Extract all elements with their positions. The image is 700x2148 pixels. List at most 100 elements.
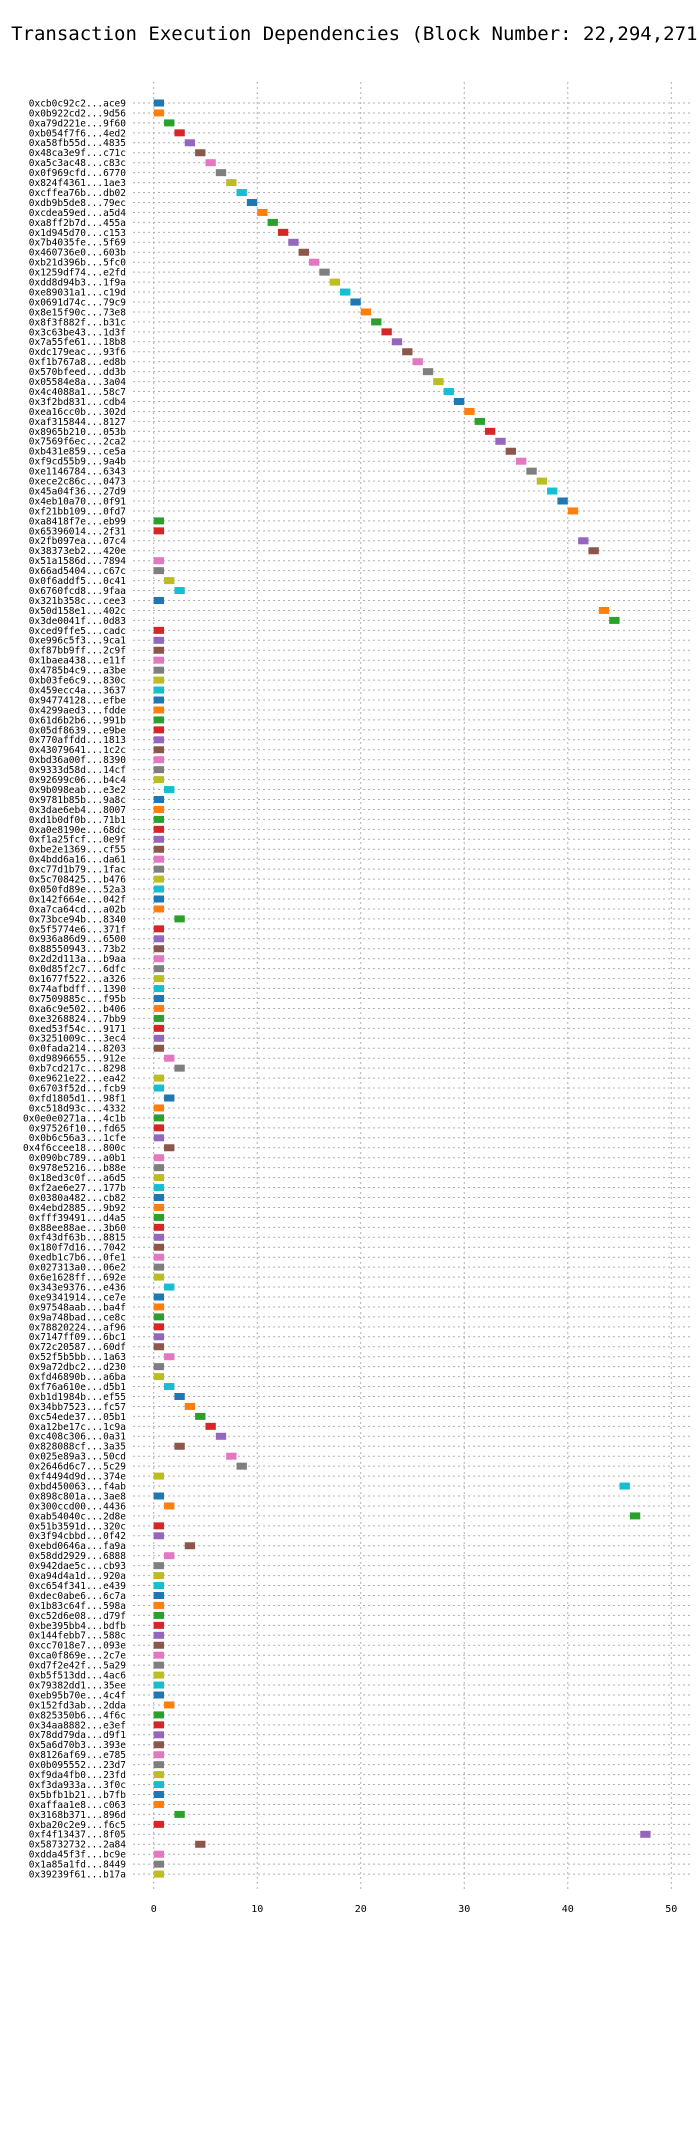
tx-hash-label: 0xedb1c7b6...0fe1 [29, 1253, 127, 1264]
dependency-bar [371, 318, 382, 326]
dependency-bar [640, 1830, 651, 1838]
dependency-bar [153, 746, 165, 754]
tx-hash-label: 0xf43df63b...8815 [29, 1233, 126, 1244]
tx-hash-label: 0x9a72dbc2...d230 [29, 1362, 127, 1373]
tx-hash-label: 0x1baea438...e11f [29, 656, 126, 667]
tx-hash-label: 0x43079641...1c2c [29, 745, 126, 756]
tx-hash-label: 0x343e9376...e436 [29, 1282, 127, 1293]
dependency-bar [153, 1651, 165, 1659]
dependency-bar [598, 606, 610, 614]
tx-hash-label: 0x152fd3ab...2dda [29, 1700, 126, 1711]
tx-hash-label: 0xf9cd55b9...9a4b [29, 457, 127, 468]
dependency-bar [153, 109, 165, 117]
tx-hash-label: 0x1259df74...e2fd [29, 268, 126, 279]
dependency-bar [629, 1512, 641, 1520]
tx-hash-label: 0xece2c86c...0473 [29, 477, 126, 488]
tx-hash-label: 0xed53f54c...9171 [29, 1024, 127, 1035]
tx-hash-label: 0x9b098eab...e3e2 [29, 785, 126, 796]
tx-hash-label: 0x0b922cd2...9d56 [29, 108, 127, 119]
dependency-bar [153, 1691, 165, 1699]
tx-hash-label: 0xba20c2e9...f6c5 [29, 1820, 126, 1831]
tx-hash-label: 0x3de0041f...0d83 [29, 616, 126, 627]
tx-hash-label: 0x61d6b2b6...991b [29, 715, 127, 726]
dependency-bar [567, 507, 579, 515]
tx-hash-label: 0x898c801a...3ae8 [29, 1491, 127, 1502]
dependency-bar [153, 1213, 165, 1221]
dependency-bar [174, 1393, 185, 1400]
dependency-bar [164, 1701, 175, 1709]
dependency-bar [164, 1552, 175, 1560]
dependency-bar [215, 1432, 227, 1440]
tx-hash-label: 0xd1b0df0b...71b1 [29, 815, 127, 826]
dependency-bar [153, 1333, 165, 1341]
dependency-bar [153, 925, 165, 933]
tx-hash-label: 0xa0e8190e...68dc [29, 825, 126, 836]
dependency-bar [153, 1741, 165, 1749]
dependency-bar [153, 935, 165, 943]
tx-hash-label: 0x7509885c...f95b [29, 994, 127, 1005]
tx-hash-label: 0x936a86d9...6500 [29, 934, 127, 945]
tx-hash-label: 0x3c63be43...1d3f [29, 327, 126, 338]
tx-hash-label: 0x770affdd...1813 [29, 735, 126, 746]
tx-hash-label: 0x050fd89e...52a3 [29, 884, 126, 895]
dependency-bar [153, 1233, 165, 1241]
dependency-bar [153, 1293, 165, 1301]
tx-hash-label: 0xdec0abe6...6c7a [29, 1591, 126, 1602]
dependency-bar [588, 547, 599, 555]
tx-hash-label: 0x570bfeed...dd3b [29, 367, 127, 378]
tx-hash-label: 0x05584e8a...3a04 [29, 377, 127, 388]
dependency-bar [153, 875, 165, 883]
tx-hash-label: 0xdd8d94b3...1f9a [29, 278, 126, 289]
dependency-bar [174, 1442, 185, 1450]
tx-hash-label: 0x0b095552...23d7 [29, 1760, 126, 1771]
tx-hash-label: 0xf1a25fcf...0e9f [29, 835, 126, 846]
dependency-bar [153, 1184, 165, 1192]
tx-hash-label: 0x144febb7...588c [29, 1631, 126, 1642]
tx-hash-label: 0xf21bb109...0fd7 [29, 506, 126, 517]
dependency-bar [164, 1144, 175, 1152]
dependency-bar [195, 1840, 206, 1848]
dependency-bar [153, 726, 165, 734]
dependency-bar [153, 1034, 165, 1042]
dependency-bar [164, 1283, 175, 1291]
tx-hash-label: 0xf76a610e...d5b1 [29, 1382, 127, 1393]
tx-hash-label: 0x027313a0...06e2 [29, 1263, 126, 1274]
tx-hash-label: 0xebd0646a...fa9a [29, 1541, 126, 1552]
dependency-bar [153, 676, 165, 684]
dependency-bar [153, 1134, 165, 1142]
dependency-bar [153, 1373, 165, 1381]
dependency-bar [153, 756, 165, 764]
dependency-bar [391, 338, 403, 346]
tx-hash-label: 0x45a04f36...27d9 [29, 486, 127, 497]
dependency-bar [257, 208, 268, 216]
dependency-bar [153, 1313, 165, 1321]
dependency-bar [226, 1452, 237, 1460]
tx-hash-label: 0x2fb097ea...07c4 [29, 536, 127, 547]
dependency-bar [153, 1761, 165, 1769]
tx-hash-label: 0x2d2d113a...b9aa [29, 954, 126, 965]
tx-hash-label: 0xbd450063...f4ab [29, 1481, 127, 1492]
dependency-bar [308, 258, 320, 266]
tx-hash-label: 0x88550943...73b2 [29, 944, 126, 955]
tx-hash-label: 0x65396014...2f31 [29, 526, 127, 537]
dependency-bar [153, 1751, 165, 1759]
dependency-bar [153, 825, 165, 833]
dependency-bar [164, 1054, 175, 1062]
dependency-bar [298, 248, 309, 256]
dependency-bar [153, 1820, 165, 1828]
dependency-bar [153, 527, 165, 535]
dependency-bar [578, 537, 589, 545]
dependency-bar [153, 736, 165, 744]
tx-hash-label: 0x6760fcd8...9faa [29, 586, 126, 597]
tx-hash-label: 0xcdea59ed...a5d4 [29, 208, 127, 219]
tx-hash-label: 0x0380a482...cb82 [29, 1193, 126, 1204]
dependency-bar [164, 577, 175, 585]
dependency-bar [153, 557, 165, 565]
tx-hash-label: 0xa58fb55d...4835 [29, 138, 126, 149]
dependency-bar [164, 1383, 175, 1391]
dependency-bar [236, 1462, 247, 1470]
tx-hash-label: 0x090bc789...a0b1 [29, 1153, 127, 1164]
tx-hash-label: 0x51a1586d...7894 [29, 556, 127, 567]
tx-hash-label: 0x92699c06...b4c4 [29, 775, 127, 786]
